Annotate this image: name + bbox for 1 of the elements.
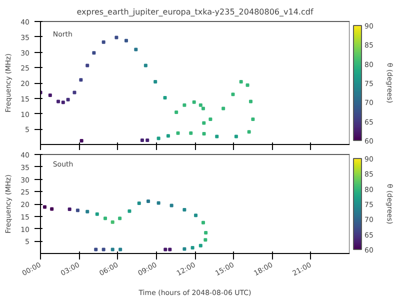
chart-title: expres_earth_jupiter_europa_txka-y235_20480806_v14.cdf xyxy=(76,8,314,16)
